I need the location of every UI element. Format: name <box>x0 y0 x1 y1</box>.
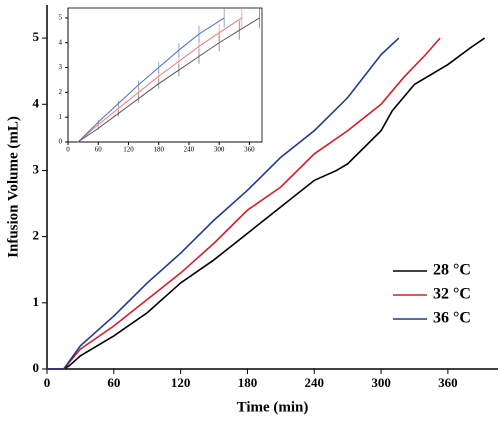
x-tick-label: 180 <box>238 375 258 390</box>
series-line <box>47 37 400 370</box>
y-tick-label: 4 <box>59 38 63 46</box>
series-line <box>77 17 260 143</box>
x-tick-label: 240 <box>184 146 195 154</box>
y-tick-label: 0 <box>59 138 63 146</box>
x-tick-label: 300 <box>214 146 225 154</box>
legend-label: 32 °C <box>433 286 471 303</box>
y-tick-label: 3 <box>33 161 40 176</box>
x-tick-label: 360 <box>244 146 255 154</box>
series-line <box>47 37 486 370</box>
y-tick-label: 2 <box>33 228 40 243</box>
x-tick-label: 360 <box>438 375 458 390</box>
x-tick-label: 0 <box>44 375 51 390</box>
x-tick-label: 60 <box>107 375 120 390</box>
x-tick-label: 240 <box>305 375 325 390</box>
x-tick-label: 180 <box>153 146 164 154</box>
x-tick-label: 120 <box>171 375 191 390</box>
series-line <box>77 17 243 143</box>
x-tick-label: 300 <box>371 375 391 390</box>
y-tick-label: 0 <box>33 360 40 375</box>
y-tick-label: 4 <box>33 95 40 110</box>
x-axis-title: Time (min) <box>237 399 309 415</box>
legend-label: 36 °C <box>433 310 471 327</box>
y-tick-label: 1 <box>33 294 40 309</box>
series-line <box>47 37 441 370</box>
x-tick-label: 0 <box>66 146 70 154</box>
y-tick-label: 2 <box>59 88 63 96</box>
y-tick-label: 5 <box>33 29 40 44</box>
x-tick-label: 60 <box>95 146 103 154</box>
inset-frame <box>67 7 263 143</box>
y-axis-title: Infusion Volume (mL) <box>5 116 21 258</box>
y-tick-label: 3 <box>59 63 63 71</box>
y-tick-label: 5 <box>59 14 63 22</box>
y-tick-label: 1 <box>59 113 63 121</box>
series-line <box>77 17 225 143</box>
x-tick-label: 120 <box>123 146 134 154</box>
legend-label: 28 °C <box>433 262 471 279</box>
